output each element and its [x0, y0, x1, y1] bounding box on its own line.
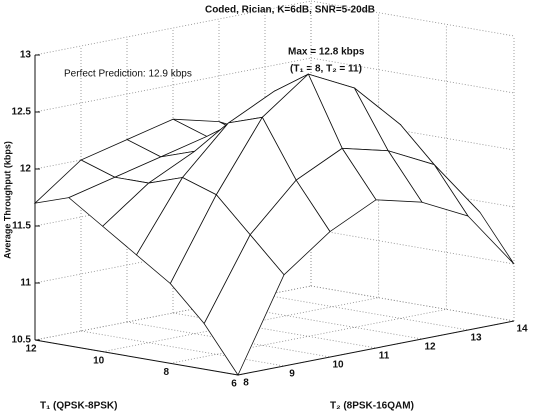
- grid-line: [264, 294, 469, 331]
- chart-title: Coded, Rician, K=6dB, SNR=5-20dB: [205, 5, 375, 16]
- annotation: (T₁ = 8, T₂ = 11): [290, 64, 362, 75]
- x-tick-label: 10: [332, 360, 344, 371]
- z-tick-label: 12: [20, 164, 32, 175]
- axis-line: [237, 320, 515, 376]
- z-tick-label: 12.5: [12, 107, 32, 118]
- grid-line: [218, 303, 423, 340]
- grid-line: [310, 228, 515, 265]
- x-tick-label: 9: [289, 369, 295, 380]
- z-tick-label: 10.5: [12, 335, 32, 346]
- z-tick-label: 11.5: [12, 221, 31, 232]
- grid-line: [310, 285, 515, 322]
- grid-line: [102, 297, 379, 353]
- annotation: Max = 12.8 kbps: [288, 47, 365, 58]
- z-tick-label: 11: [20, 278, 31, 289]
- grid-line: [310, 57, 515, 94]
- grid-line: [80, 330, 285, 367]
- y-axis-label: T₁ (QPSK-8PSK): [40, 401, 117, 412]
- x-tick-label: 12: [424, 342, 436, 353]
- grid-line: [170, 308, 447, 364]
- surface-patch: [203, 234, 285, 376]
- grid-line: [310, 114, 515, 151]
- x-tick-label: 13: [470, 333, 482, 344]
- grid-line: [34, 0, 312, 56]
- y-tick-label: 6: [231, 379, 237, 390]
- x-tick-label: 11: [379, 351, 390, 362]
- x-axis-label: T₂ (8PSK-16QAM): [330, 401, 414, 412]
- annotation: Perfect Prediction: 12.9 kbps: [64, 69, 192, 80]
- y-tick-label: 12: [25, 344, 37, 355]
- axis-line: [34, 339, 239, 376]
- y-tick-label: 8: [164, 367, 170, 378]
- z-axis-label: Average Throughput (kbps): [2, 141, 12, 259]
- z-tick-label: 13: [20, 50, 32, 61]
- x-tick-label: 14: [516, 324, 528, 335]
- x-tick-label: 8: [243, 378, 249, 389]
- grid-line: [172, 312, 377, 349]
- grid-line: [310, 0, 515, 37]
- y-tick-label: 10: [93, 355, 105, 366]
